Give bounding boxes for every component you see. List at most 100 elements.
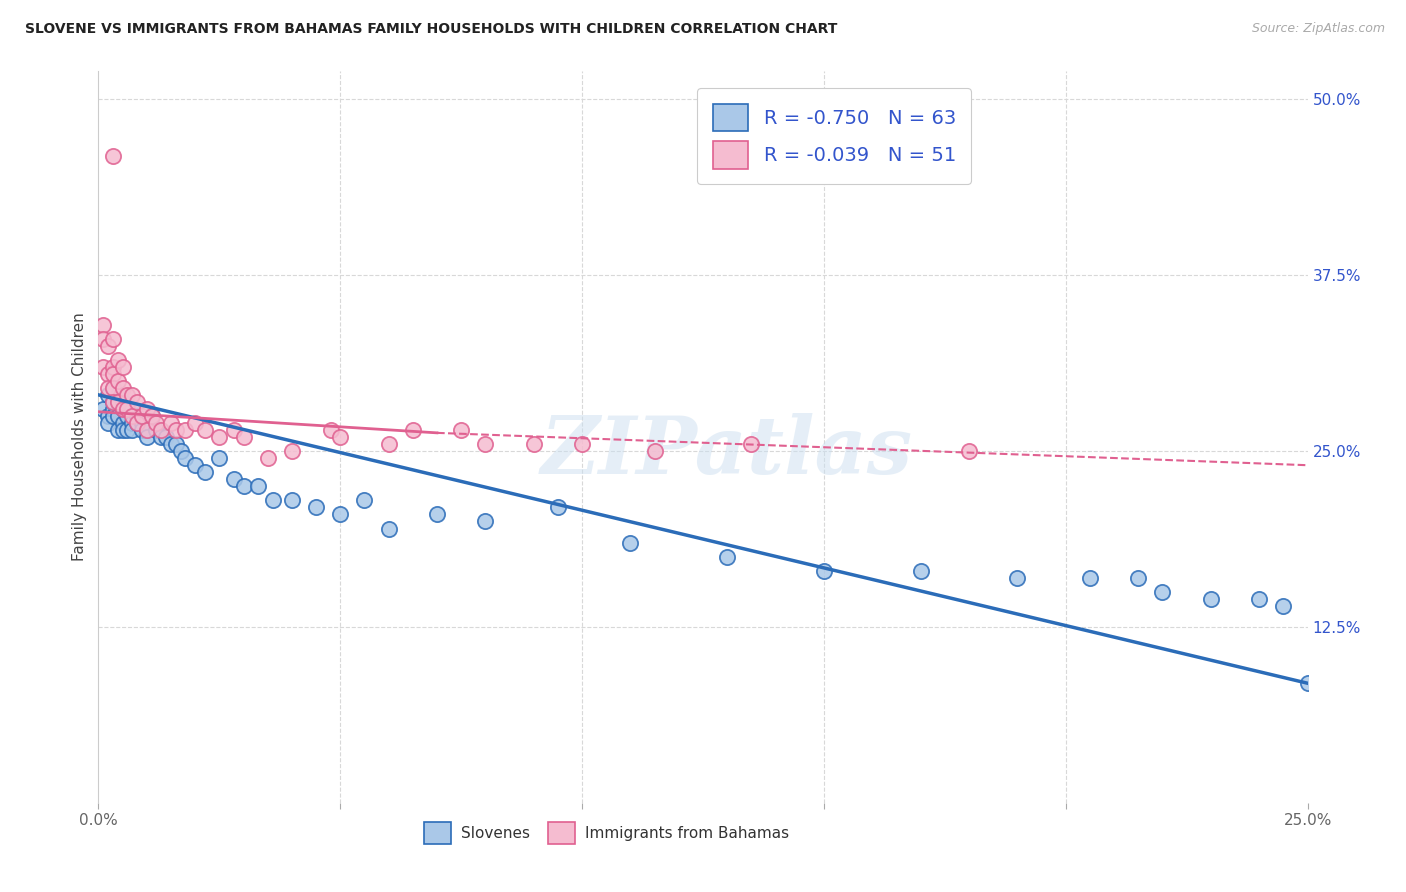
Text: ZIPatlas: ZIPatlas bbox=[541, 413, 914, 491]
Point bbox=[91, 318, 114, 332]
Point bbox=[107, 388, 129, 402]
Point bbox=[208, 430, 231, 444]
Point bbox=[101, 395, 124, 409]
Point bbox=[174, 423, 197, 437]
Point bbox=[127, 395, 149, 409]
Point bbox=[571, 437, 593, 451]
Point bbox=[353, 493, 375, 508]
Point bbox=[1272, 599, 1295, 613]
Point bbox=[91, 359, 114, 374]
Point bbox=[101, 367, 124, 381]
Text: Source: ZipAtlas.com: Source: ZipAtlas.com bbox=[1251, 22, 1385, 36]
Point bbox=[716, 549, 738, 564]
Point bbox=[169, 444, 191, 458]
Point bbox=[111, 381, 134, 395]
Point bbox=[910, 564, 932, 578]
Point bbox=[101, 149, 124, 163]
Point bbox=[107, 423, 129, 437]
Point bbox=[97, 339, 120, 353]
Point bbox=[222, 423, 245, 437]
Point bbox=[247, 479, 270, 493]
Point bbox=[256, 451, 278, 466]
Point bbox=[474, 437, 496, 451]
Point bbox=[135, 423, 157, 437]
Point bbox=[111, 395, 134, 409]
Point bbox=[117, 401, 139, 416]
Point bbox=[131, 409, 153, 423]
Point bbox=[1078, 571, 1101, 585]
Point bbox=[194, 465, 217, 479]
Point bbox=[160, 437, 183, 451]
Point bbox=[107, 374, 129, 388]
Point bbox=[97, 381, 120, 395]
Point bbox=[121, 409, 143, 423]
Point bbox=[165, 423, 187, 437]
Point bbox=[101, 381, 124, 395]
Point bbox=[305, 500, 328, 515]
Point bbox=[150, 423, 173, 437]
Point bbox=[1007, 571, 1029, 585]
Point bbox=[329, 430, 352, 444]
Point bbox=[97, 409, 120, 423]
Point bbox=[155, 430, 177, 444]
Point bbox=[97, 367, 120, 381]
Point bbox=[644, 444, 666, 458]
Point bbox=[281, 493, 304, 508]
Point bbox=[740, 437, 762, 451]
Point bbox=[111, 423, 134, 437]
Point bbox=[111, 401, 134, 416]
Point bbox=[145, 423, 167, 437]
Point bbox=[135, 401, 157, 416]
Point bbox=[101, 395, 124, 409]
Point bbox=[1152, 584, 1174, 599]
Point bbox=[107, 395, 129, 409]
Point bbox=[145, 416, 167, 430]
Point bbox=[107, 409, 129, 423]
Point bbox=[377, 437, 399, 451]
Point bbox=[1128, 571, 1150, 585]
Point bbox=[127, 416, 149, 430]
Point bbox=[111, 359, 134, 374]
Point bbox=[117, 409, 139, 423]
Point bbox=[135, 430, 157, 444]
Legend: Slovenes, Immigrants from Bahamas: Slovenes, Immigrants from Bahamas bbox=[418, 816, 794, 850]
Point bbox=[426, 508, 449, 522]
Point bbox=[813, 564, 835, 578]
Point bbox=[1249, 591, 1271, 606]
Point bbox=[127, 416, 149, 430]
Point bbox=[91, 401, 114, 416]
Point bbox=[232, 479, 254, 493]
Point bbox=[160, 416, 183, 430]
Point bbox=[377, 521, 399, 535]
Point bbox=[262, 493, 284, 508]
Point bbox=[117, 423, 139, 437]
Point bbox=[121, 401, 143, 416]
Point bbox=[150, 430, 173, 444]
Point bbox=[101, 359, 124, 374]
Point bbox=[1296, 676, 1319, 690]
Point bbox=[121, 388, 143, 402]
Point bbox=[319, 423, 342, 437]
Point bbox=[957, 444, 980, 458]
Point bbox=[232, 430, 254, 444]
Point bbox=[141, 409, 163, 423]
Point bbox=[107, 352, 129, 367]
Point bbox=[111, 401, 134, 416]
Point bbox=[117, 388, 139, 402]
Point bbox=[474, 515, 496, 529]
Point bbox=[619, 535, 641, 549]
Point bbox=[97, 388, 120, 402]
Point bbox=[101, 401, 124, 416]
Point bbox=[97, 416, 120, 430]
Point bbox=[111, 416, 134, 430]
Point bbox=[184, 416, 207, 430]
Point bbox=[547, 500, 569, 515]
Point bbox=[281, 444, 304, 458]
Point bbox=[184, 458, 207, 473]
Point bbox=[91, 332, 114, 346]
Point bbox=[194, 423, 217, 437]
Point bbox=[135, 423, 157, 437]
Point bbox=[101, 381, 124, 395]
Point bbox=[141, 409, 163, 423]
Point bbox=[107, 395, 129, 409]
